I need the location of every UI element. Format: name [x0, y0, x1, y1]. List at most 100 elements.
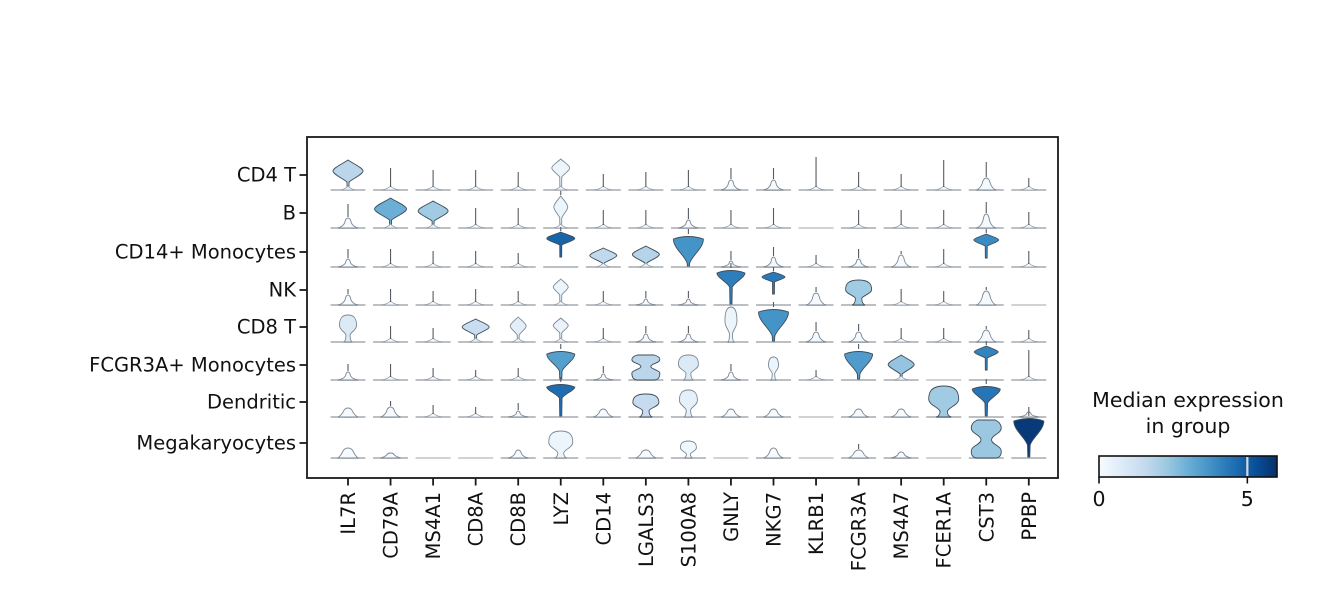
- violin-LGALS3-CD8-T: [635, 333, 656, 343]
- violin-CD14-Dendritic: [593, 408, 614, 418]
- violin-CD79A-B: [374, 197, 408, 228]
- gene-label-FCGR3A: FCGR3A: [848, 491, 871, 571]
- violin-CST3-B: [976, 213, 997, 229]
- violin-MS4A7-Dendritic: [891, 408, 912, 418]
- violin-NKG7-Dendritic: [763, 408, 784, 418]
- gene-label-LYZ: LYZ: [550, 492, 573, 526]
- violin-PPBP-Megakaryocytes: [1013, 418, 1045, 458]
- violin-NKG7-FCGR3A-Monocytes: [768, 356, 779, 381]
- gene-label-MS4A1: MS4A1: [422, 492, 445, 559]
- violin-LYZ-NK: [552, 278, 569, 305]
- violin-GNLY-CD8-T: [724, 306, 738, 343]
- violin-S100A8-NK: [678, 298, 699, 306]
- gene-label-CD8B: CD8B: [507, 492, 530, 546]
- violin-LYZ-Dendritic: [546, 384, 576, 417]
- violin-NKG7-CD8-T: [758, 309, 789, 342]
- gene-label-CST3: CST3: [975, 492, 998, 542]
- violin-LYZ-B: [553, 223, 568, 229]
- violin-FCER1A-Dendritic: [928, 385, 960, 418]
- row-label-NK: NK: [269, 279, 298, 302]
- row-label-CD14-Monocytes: CD14+ Monocytes: [115, 241, 296, 264]
- colorbar-tick-label: 5: [1241, 487, 1254, 511]
- violin-LYZ-FCGR3A-Monocytes: [546, 351, 576, 380]
- violin-IL7R-CD14-Monocytes: [337, 258, 359, 268]
- violin-FCGR3A-FCGR3A-Monocytes: [844, 351, 874, 380]
- axes-frame: [306, 136, 1059, 479]
- gene-label-IL7R: IL7R: [337, 492, 360, 535]
- gene-label-FCER1A: FCER1A: [933, 491, 956, 568]
- violin-CD79A-Megakaryocytes: [380, 452, 401, 459]
- row-label-CD8-T: CD8 T: [237, 316, 296, 339]
- violin-IL7R-B: [337, 217, 359, 229]
- violin-S100A8-CD8-T: [678, 333, 699, 343]
- violin-LYZ-Megakaryocytes: [548, 430, 574, 459]
- violin-MS4A7-FCGR3A-Monocytes: [894, 375, 909, 381]
- violin-CST3-NK: [976, 290, 997, 306]
- colorbar-title-line1: Median expression: [1092, 388, 1284, 412]
- violin-FCGR3A-Megakaryocytes: [848, 449, 869, 459]
- violin-NKG7-NK: [761, 271, 786, 295]
- row-label-Dendritic: Dendritic: [207, 391, 296, 414]
- violin-GNLY-FCGR3A-Monocytes: [720, 371, 742, 381]
- violin-LYZ-CD4-T: [553, 185, 568, 191]
- row-label-Megakaryocytes: Megakaryocytes: [136, 432, 296, 455]
- violin-CD8B-CD8-T: [511, 337, 526, 343]
- violin-CD79A-Dendritic: [380, 406, 401, 418]
- colorbar-gradient: [1098, 455, 1278, 478]
- gene-label-NKG7: NKG7: [763, 492, 786, 547]
- violin-GNLY-Dendritic: [720, 408, 742, 418]
- violin-LGALS3-CD14-Monocytes: [638, 262, 653, 268]
- violin-CD8B-Dendritic: [508, 410, 529, 418]
- violin-LYZ-B: [553, 195, 569, 228]
- violin-LGALS3-FCGR3A-Monocytes: [631, 354, 661, 381]
- violin-S100A8-Megakaryocytes: [679, 440, 697, 459]
- violin-S100A8-FCGR3A-Monocytes: [677, 354, 699, 381]
- violin-CD8A-CD8-T: [468, 337, 483, 343]
- violin-GNLY-NK: [716, 270, 746, 305]
- violin-NKG7-CD14-Monocytes: [763, 256, 784, 268]
- violin-CD79A-B: [383, 223, 398, 229]
- gene-label-MS4A7: MS4A7: [890, 492, 913, 559]
- violin-LYZ-CD4-T: [551, 158, 571, 190]
- violin-IL7R-Megakaryocytes: [336, 447, 360, 459]
- gene-label-GNLY: GNLY: [720, 492, 743, 542]
- violin-GNLY-CD4-T: [720, 179, 742, 191]
- violin-CD14-CD14-Monocytes: [596, 262, 611, 268]
- violin-IL7R-CD8-T: [339, 314, 357, 343]
- gene-label-CD8A: CD8A: [465, 491, 488, 546]
- violin-FCGR3A-CD8-T: [848, 331, 869, 343]
- violin-IL7R-FCGR3A-Monocytes: [337, 371, 359, 381]
- violin-S100A8-B: [678, 219, 699, 229]
- row-label-FCGR3A-Monocytes: FCGR3A+ Monocytes: [89, 354, 296, 377]
- violin-CST3-CD14-Monocytes: [973, 233, 1000, 259]
- row-label-CD4-T: CD4 T: [237, 164, 296, 187]
- violin-CST3-CD4-T: [976, 177, 997, 191]
- violin-KLRB1-CD8-T: [805, 331, 827, 343]
- violin-MS4A1-B: [417, 200, 449, 228]
- row-label-B: B: [283, 202, 296, 225]
- violin-IL7R-Dendritic: [337, 407, 359, 418]
- gene-label-CD79A: CD79A: [380, 491, 403, 558]
- violin-LYZ-NK: [553, 300, 568, 306]
- violin-FCGR3A-Dendritic: [848, 408, 869, 418]
- violin-S100A8-Dendritic: [678, 389, 698, 418]
- violin-CD14-FCGR3A-Monocytes: [593, 373, 614, 381]
- gene-label-S100A8: S100A8: [677, 492, 700, 567]
- violin-MS4A1-B: [426, 223, 441, 229]
- colorbar-title-line2: in group: [1146, 414, 1231, 438]
- violin-NKG7-Megakaryocytes: [763, 447, 784, 459]
- violin-NKG7-CD4-T: [763, 179, 784, 191]
- violin-CD8B-Megakaryocytes: [508, 449, 529, 459]
- gene-label-LGALS3: LGALS3: [635, 492, 658, 567]
- violin-S100A8-CD14-Monocytes: [672, 236, 704, 267]
- violin-CST3-Dendritic: [971, 386, 1001, 417]
- violin-LYZ-CD8-T: [553, 337, 568, 343]
- violin-CST3-FCGR3A-Monocytes: [973, 345, 999, 371]
- gene-label-PPBP: PPBP: [1018, 492, 1041, 541]
- violin-LGALS3-NK: [635, 298, 656, 306]
- violin-FCGR3A-CD14-Monocytes: [848, 258, 869, 268]
- violin-LGALS3-Dendritic: [632, 393, 660, 418]
- violin-FCGR3A-NK: [845, 279, 873, 306]
